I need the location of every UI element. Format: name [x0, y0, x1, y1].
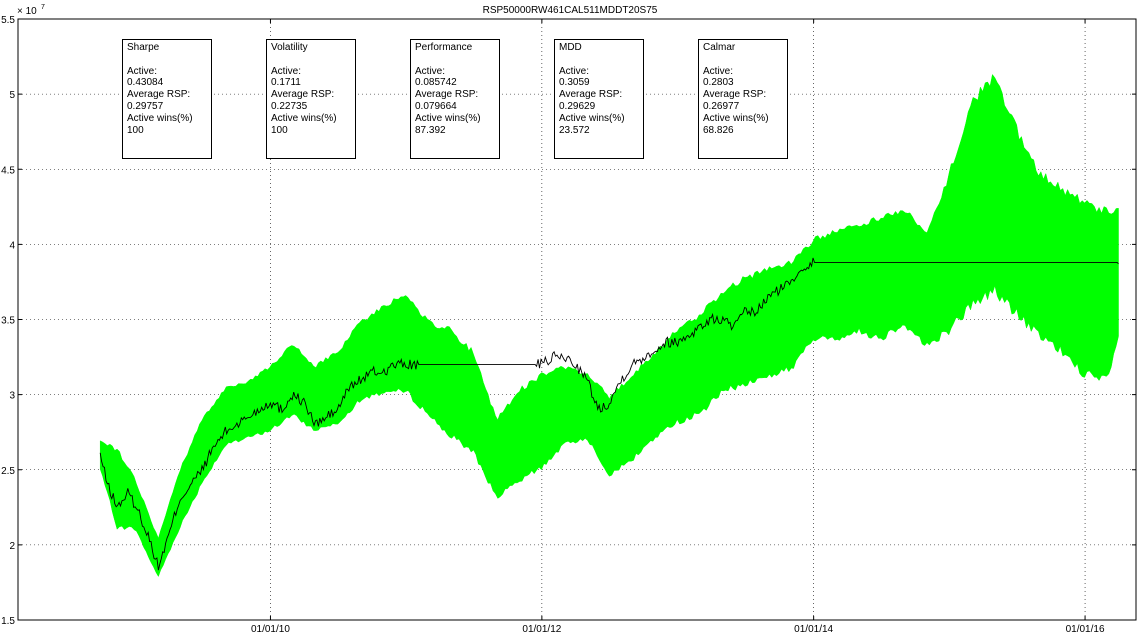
x-tick-label: 01/01/16: [1066, 624, 1105, 635]
stat-box-title: Calmar: [703, 42, 736, 53]
stat-box-label: Active:: [127, 65, 158, 77]
y-exponent-power: 7: [41, 4, 45, 11]
stat-box-label: Active:: [703, 65, 734, 77]
y-tick-label: 2.5: [1, 466, 15, 477]
stat-box-value: 100: [271, 124, 288, 136]
stat-box-value: 68.826: [703, 124, 734, 136]
x-tick-label: 01/01/10: [251, 624, 290, 635]
stat-box-value: 23.572: [559, 124, 590, 136]
active-line-layer: [99, 257, 1119, 571]
stat-box-value: 0.2803: [703, 77, 734, 89]
stat-box-value: 87.392: [415, 124, 446, 136]
y-exponent-label: × 10 7: [17, 4, 45, 17]
y-tick-label: 3: [9, 391, 15, 402]
stat-box-label: Average RSP:: [127, 89, 191, 101]
stat-box-value: 0.43084: [127, 77, 164, 89]
rsp-band-area: [99, 73, 1119, 578]
stat-box-label: Active:: [271, 65, 302, 77]
stat-box-title: Performance: [415, 42, 473, 53]
y-tick-label: 3.5: [1, 316, 15, 327]
stat-box-label: Average RSP:: [415, 89, 479, 101]
stat-box-label: Active wins(%): [271, 112, 337, 124]
y-tick-label: 2: [9, 541, 15, 552]
stat-box-performance: Performance Active: 0.085742 Average RSP…: [410, 39, 500, 159]
y-tick-label: 4: [9, 240, 15, 251]
stat-box-label: Active wins(%): [415, 112, 481, 124]
stat-box-label: Active wins(%): [127, 112, 193, 124]
stat-box-label: Average RSP:: [271, 89, 335, 101]
rsp-band-layer: [99, 73, 1119, 578]
x-tick-label: 01/01/12: [522, 624, 561, 635]
stat-box-value: 0.085742: [415, 77, 457, 89]
stat-box-value: 0.1711: [271, 77, 301, 89]
stat-box-calmar: Calmar Active: 0.2803 Average RSP: 0.269…: [698, 39, 788, 159]
stat-box-title: Sharpe: [127, 42, 160, 53]
stat-box-title: Volatility: [271, 42, 308, 53]
y-tick-label: 1.5: [1, 616, 15, 627]
stat-box-label: Average RSP:: [703, 89, 767, 101]
stat-box-label: Active:: [559, 65, 590, 77]
stat-box-label: Active:: [415, 65, 446, 77]
stat-box-label: Active wins(%): [703, 112, 769, 124]
y-exponent-base: × 10: [17, 6, 37, 17]
stat-box-value: 0.079664: [415, 100, 457, 112]
stat-box-title: MDD: [559, 42, 582, 53]
stat-box-mdd: MDD Active: 0.3059 Average RSP: 0.29629 …: [554, 39, 644, 159]
y-tick-label: 4.5: [1, 165, 15, 176]
axis-ticks: 1.5 2 2.5 3 3.5 4 4.5 5 5.5 01/01/10 01/01/12 01/01…: [1, 15, 1136, 635]
stat-box-value: 0.29757: [127, 100, 164, 112]
stat-box-sharpe: Sharpe Active: 0.43084 Average RSP: 0.29…: [122, 39, 212, 159]
stat-box-value: 0.29629: [559, 100, 596, 112]
active-line: [99, 257, 1119, 571]
stat-box-label: Average RSP:: [559, 89, 623, 101]
y-tick-label: 5: [9, 90, 15, 101]
stat-box-value: 0.26977: [703, 100, 740, 112]
stat-box-value: 0.3059: [559, 77, 590, 89]
stat-box-volatility: Volatility Active: 0.1711 Average RSP: 0…: [266, 39, 356, 159]
stat-box-value: 100: [127, 124, 144, 136]
stat-box-label: Active wins(%): [559, 112, 625, 124]
x-tick-label: 01/01/14: [794, 624, 833, 635]
stat-box-value: 0.22735: [271, 100, 308, 112]
y-tick-label: 5.5: [1, 15, 15, 26]
chart-title: RSP50000RW461CAL511MDDT20S75: [483, 5, 658, 16]
